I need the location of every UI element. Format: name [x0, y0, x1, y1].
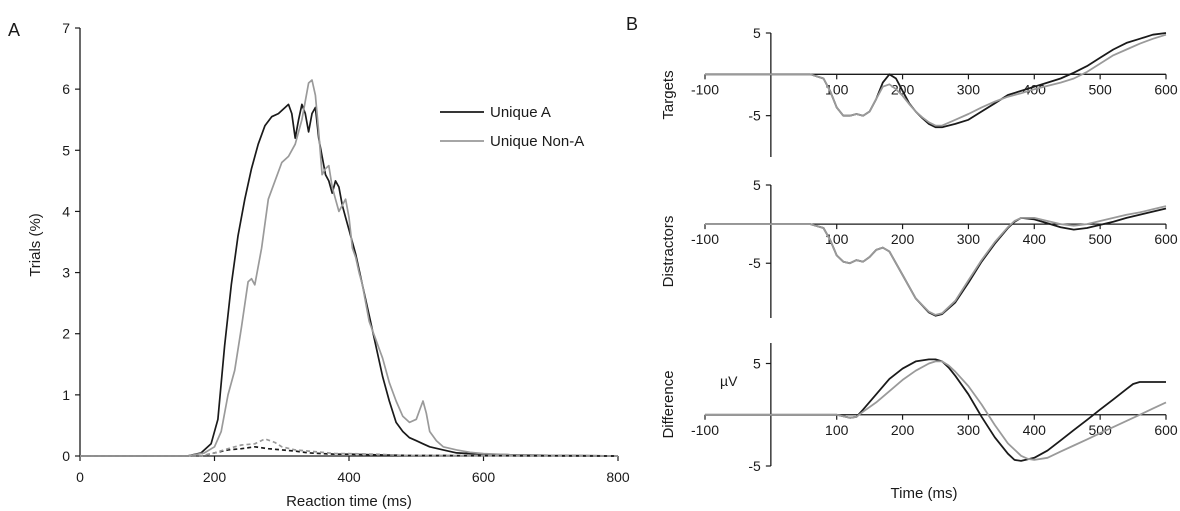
panel-a-x-axis-label: Reaction time (ms) [286, 493, 412, 510]
panel-a-y-tick-label: 1 [62, 387, 70, 403]
subplot-distractors: 5 -5 -100 100 200 300 400 500 600 Distractors [660, 177, 1178, 318]
subplot-targets-y-tick-label: -5 [748, 108, 761, 124]
series-line-unique-a [80, 103, 619, 457]
subplot-distractors-x-tick-label: 400 [1023, 231, 1047, 247]
panel-a-label: A [8, 20, 20, 40]
subplot-distractors-label: Distractors [660, 216, 677, 288]
subplot-targets-label: Targets [660, 70, 677, 119]
subplot-distractors-x-tick-label: 600 [1154, 231, 1178, 247]
subplot-difference-x-tick-label: 600 [1154, 422, 1178, 438]
panel-a-y-tick-label: 0 [62, 448, 70, 464]
subplot-targets-series-line-dark [705, 32, 1167, 129]
panel-a-series [80, 79, 619, 457]
subplot-distractors-y-tick-label: -5 [748, 255, 761, 271]
subplot-difference-label: Difference [660, 370, 677, 438]
panel-a-x-tick-label: 400 [337, 469, 361, 485]
subplot-difference-y-tick-label: -5 [748, 458, 761, 474]
panel-a-y-tick-label: 3 [62, 265, 70, 281]
subplot-difference-x-tick-label: 500 [1088, 422, 1112, 438]
subplot-difference: 5 -5 -100 100 200 300 400 500 600 Difference [660, 343, 1178, 474]
subplot-targets-x-tick-label: 600 [1154, 81, 1178, 97]
subplot-distractors-x-tick-label: 500 [1088, 231, 1112, 247]
subplot-targets-x-tick-label: -100 [691, 81, 719, 97]
panel-a-y-tick-label: 6 [62, 81, 70, 97]
panel-b-subplots: 5 -5 -100 100 200 300 400 500 600 Targets 5 -5 -100 1… [660, 25, 1178, 474]
subplot-difference-x-tick-label: -100 [691, 422, 719, 438]
panel-a-x-tick-label: 200 [203, 469, 227, 485]
subplot-difference-y-tick-label: 5 [753, 356, 761, 372]
panel-b-label: B [626, 14, 638, 34]
legend-label-unique-a: Unique A [490, 104, 551, 121]
panel-a-legend: Unique A Unique Non-A [440, 104, 584, 150]
subplot-difference-x-tick-label: 200 [891, 422, 915, 438]
subplot-distractors-x-tick-label: 200 [891, 231, 915, 247]
subplot-distractors-x-tick-label: 300 [957, 231, 981, 247]
panel-a-x-tick-label: 800 [606, 469, 630, 485]
subplot-distractors-x-tick-label: 100 [825, 231, 849, 247]
panel-a-reaction-time-distribution: A 0 1 2 3 4 5 6 7 0 200 400 600 800 Reaction time (m… [8, 20, 630, 510]
subplot-distractors-y-tick-label: 5 [753, 177, 761, 193]
subplot-difference-x-tick-label: 300 [957, 422, 981, 438]
subplot-targets-x-tick-label: 300 [957, 81, 981, 97]
subplot-distractors-x-tick-label: -100 [691, 231, 719, 247]
series-line-dashed-3 [80, 438, 619, 457]
panel-b-unit-label: µV [720, 373, 738, 389]
subplot-difference-x-tick-label: 400 [1023, 422, 1047, 438]
panel-a-y-tick-label: 4 [62, 203, 70, 219]
panel-a-y-tick-label: 2 [62, 326, 70, 342]
panel-a-x-tick-label: 600 [472, 469, 496, 485]
subplot-targets-x-tick-label: 500 [1088, 81, 1112, 97]
panel-b-erp-waveforms: B 5 -5 -100 100 200 300 400 500 600 Targets 5 -5 -10… [626, 14, 1178, 502]
panel-a-y-tick-label: 5 [62, 142, 70, 158]
subplot-distractors-series-line-gray [705, 205, 1167, 316]
panel-a-x-tick-label: 0 [76, 469, 84, 485]
series-line-unique-non-a [80, 79, 619, 457]
panel-a-y-tick-label: 7 [62, 20, 70, 36]
panel-b-x-axis-label: Time (ms) [891, 485, 958, 502]
subplot-difference-series-line-gray [705, 360, 1167, 461]
panel-a-axes: 0 1 2 3 4 5 6 7 0 200 400 600 800 [62, 20, 630, 485]
subplot-difference-series-line-dark [705, 358, 1166, 462]
subplot-targets-y-tick-label: 5 [753, 25, 761, 41]
legend-label-unique-non-a: Unique Non-A [490, 133, 584, 150]
panel-a-y-axis-label: Trials (%) [27, 213, 44, 277]
subplot-difference-x-tick-label: 100 [825, 422, 849, 438]
subplot-targets-series-line-gray [705, 33, 1167, 127]
